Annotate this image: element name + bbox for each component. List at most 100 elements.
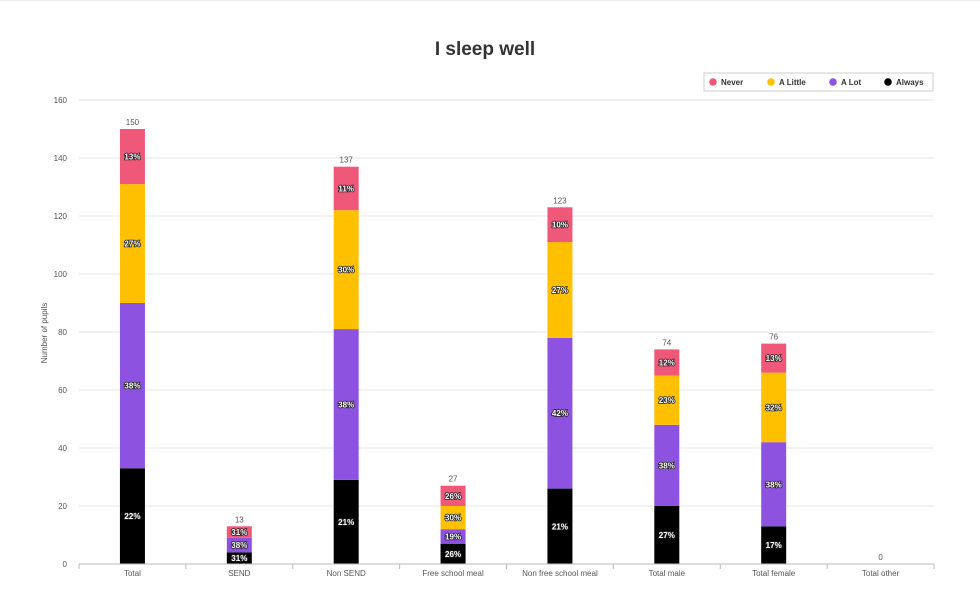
y-axis: 0 20 40 60 80 100 120 140 160 bbox=[54, 96, 68, 569]
segment-label: 30% bbox=[338, 266, 354, 275]
y-tick-label: 60 bbox=[58, 386, 67, 395]
bar-total-label: 76 bbox=[769, 333, 778, 342]
bar-total-label: 27 bbox=[449, 475, 458, 484]
segment-label: 27% bbox=[552, 286, 568, 295]
segment-label: 42% bbox=[552, 409, 568, 418]
y-tick-label: 100 bbox=[54, 270, 68, 279]
y-tick-label: 40 bbox=[58, 444, 67, 453]
x-tick-label: Non SEND bbox=[327, 569, 366, 578]
segment-label: 22% bbox=[124, 512, 140, 521]
bar-segment bbox=[226, 552, 252, 564]
legend-marker bbox=[829, 78, 837, 86]
bar-segment bbox=[654, 375, 680, 425]
segment-label: 17% bbox=[766, 541, 782, 550]
bar-stack: 21% 42% 27% 10% 123 bbox=[547, 196, 573, 564]
x-tick-label: SEND bbox=[228, 569, 250, 578]
bar-segment bbox=[333, 329, 359, 480]
bar-total-label: 150 bbox=[126, 118, 140, 127]
bar-segment bbox=[119, 468, 145, 564]
bar-segment bbox=[440, 506, 466, 530]
bar-stack: 21% 38% 30% 11% 137 bbox=[333, 156, 359, 564]
bar-stack: 27% 38% 23% 12% 74 bbox=[654, 338, 680, 564]
legend-box bbox=[703, 72, 934, 92]
y-axis-label: Number of pupils bbox=[40, 303, 49, 363]
segment-label: 26% bbox=[445, 550, 461, 559]
bar-segment bbox=[654, 424, 680, 506]
y-tick-label: 0 bbox=[63, 560, 68, 569]
legend-label: Always bbox=[896, 78, 924, 87]
x-tick-label: Total bbox=[124, 569, 141, 578]
bar-segment bbox=[547, 488, 573, 564]
legend-label: A Little bbox=[779, 78, 806, 87]
bar-segment bbox=[654, 349, 680, 376]
bar-stack: 17% 38% 32% 13% 76 bbox=[761, 333, 787, 564]
y-tick-label: 120 bbox=[54, 212, 68, 221]
legend-marker bbox=[767, 78, 775, 86]
legend-label: Never bbox=[721, 78, 743, 87]
bar-segment bbox=[547, 207, 573, 243]
segment-label: 26% bbox=[445, 492, 461, 501]
x-tick-label: Total female bbox=[752, 569, 796, 578]
segment-label: 32% bbox=[766, 403, 782, 412]
segment-label: 11% bbox=[338, 184, 354, 193]
bar-segment bbox=[440, 529, 466, 544]
gridlines bbox=[79, 99, 934, 507]
segment-label: 38% bbox=[231, 541, 247, 550]
x-tick-label: Total male bbox=[649, 569, 686, 578]
bar-stack: 22% 38% 27% 13% 150 bbox=[119, 118, 145, 564]
bar-total-label: 123 bbox=[553, 196, 567, 205]
bar-segment bbox=[333, 166, 359, 211]
bar-segment bbox=[333, 210, 359, 330]
bar-total-label: 13 bbox=[235, 515, 244, 524]
bar-segment bbox=[440, 485, 466, 506]
segment-label: 38% bbox=[124, 382, 140, 391]
bar-segment bbox=[761, 372, 787, 443]
bar-segment bbox=[547, 242, 573, 338]
bar-stack: 31% 38% 31% 13 bbox=[226, 515, 252, 564]
bars: 22% 38% 27% 13% 150 31% 38% 31% 13 21% 38% 30% 11% 13… bbox=[119, 118, 883, 564]
bar-segment bbox=[761, 526, 787, 564]
bar-segment bbox=[761, 442, 787, 527]
bar-segment bbox=[226, 526, 252, 538]
legend-marker bbox=[884, 78, 892, 86]
segment-label: 21% bbox=[338, 518, 354, 527]
segment-label: 13% bbox=[124, 153, 140, 162]
segment-label: 30% bbox=[445, 514, 461, 523]
segment-label: 10% bbox=[552, 221, 568, 230]
bar-total-label: 0 bbox=[878, 553, 883, 562]
bar-stack: 0 bbox=[878, 553, 883, 562]
y-tick-label: 140 bbox=[54, 154, 68, 163]
segment-label: 12% bbox=[659, 358, 675, 367]
legend-label: A Lot bbox=[841, 78, 861, 87]
bar-segment bbox=[119, 303, 145, 469]
y-tick-label: 160 bbox=[54, 96, 68, 105]
chart-title: I sleep well bbox=[435, 39, 535, 60]
segment-label: 21% bbox=[552, 522, 568, 531]
bar-segment bbox=[119, 129, 145, 185]
bar-segment bbox=[761, 343, 787, 373]
segment-label: 13% bbox=[766, 354, 782, 363]
bar-segment bbox=[654, 506, 680, 564]
x-tick-label: Total other bbox=[862, 569, 900, 578]
segment-label: 23% bbox=[659, 396, 675, 405]
legend: Never A Little A Lot Always bbox=[703, 72, 934, 92]
bar-segment bbox=[440, 543, 466, 564]
bar-total-label: 74 bbox=[662, 338, 671, 347]
x-axis: Total SEND Non SEND Free school meal Non fre… bbox=[78, 563, 935, 578]
y-tick-label: 20 bbox=[58, 502, 67, 511]
bar-segment bbox=[226, 537, 252, 553]
x-tick-label: Non free school meal bbox=[522, 569, 598, 578]
segment-label: 38% bbox=[766, 480, 782, 489]
legend-marker bbox=[709, 78, 717, 86]
bar-segment bbox=[547, 337, 573, 489]
bar-segment bbox=[333, 479, 359, 564]
segment-label: 19% bbox=[445, 532, 461, 541]
bar-segment bbox=[119, 184, 145, 303]
segment-label: 27% bbox=[659, 531, 675, 540]
segment-label: 38% bbox=[659, 461, 675, 470]
y-tick-label: 80 bbox=[58, 328, 67, 337]
segment-label: 38% bbox=[338, 401, 354, 410]
segment-label: 27% bbox=[124, 240, 140, 249]
segment-label: 31% bbox=[231, 528, 247, 537]
